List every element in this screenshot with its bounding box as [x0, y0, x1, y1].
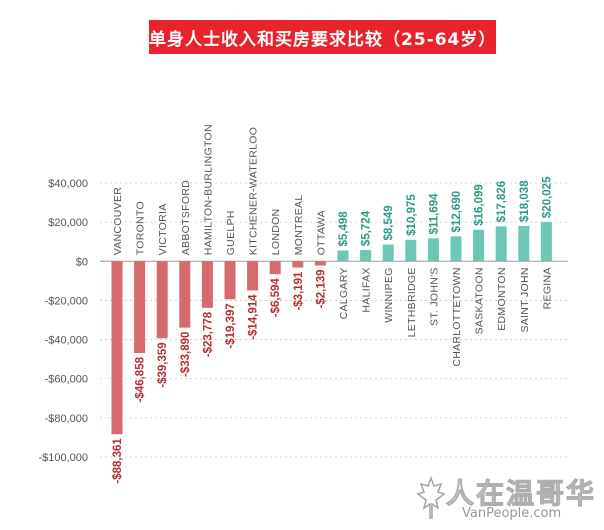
value-label: $17,826 [496, 181, 508, 223]
category-label: ST. JOHN'S [428, 267, 440, 326]
category-labels: VANCOUVER TORONTO VICTORIA ABBOTSFORD HAMILT… [112, 124, 553, 367]
value-label: $20,025 [541, 176, 553, 218]
value-label: $16,099 [474, 184, 486, 226]
y-tick-label: $0 [76, 256, 88, 268]
bar [360, 250, 372, 262]
value-label: $10,975 [406, 194, 418, 236]
value-label: $18,038 [519, 180, 531, 222]
bar [111, 261, 123, 435]
category-label: REGINA [541, 267, 553, 309]
bar [518, 225, 530, 262]
category-label: GUELPH [225, 210, 237, 255]
bar [495, 226, 507, 262]
value-label: -$3,191 [293, 271, 305, 311]
category-label: MONTREAL [293, 195, 305, 256]
bar [292, 261, 304, 268]
value-label: -$23,778 [202, 311, 214, 357]
watermark: 人在温哥华 VanPeople.com [416, 470, 596, 526]
category-label: CHARLOTTETOWN [451, 267, 463, 366]
y-tick-label: -$20,000 [45, 295, 88, 307]
bar [156, 261, 168, 339]
category-label: WINNIPEG [383, 267, 395, 322]
category-label: TORONTO [135, 201, 147, 255]
bar [473, 229, 485, 262]
bar [450, 236, 462, 262]
category-label: CALGARY [338, 267, 350, 319]
bar [382, 244, 394, 262]
bar [540, 222, 552, 262]
value-label: $8,549 [383, 205, 395, 240]
y-tick-label: $20,000 [48, 217, 88, 229]
category-label: EDMONTON [496, 267, 508, 330]
category-label: HALIFAX [361, 267, 373, 312]
value-labels: -$88,361 -$46,858 -$39,359 -$33,890 -$23,778… [112, 176, 553, 484]
category-label: LONDON [270, 209, 282, 256]
bar [134, 261, 146, 353]
category-label: KITCHENER-WATERLOO [248, 127, 260, 256]
category-label: VANCOUVER [112, 187, 124, 256]
value-label: $11,694 [428, 193, 440, 235]
value-label: -$14,914 [248, 294, 260, 340]
category-label: SASKATOON [474, 267, 486, 334]
category-label: VICTORIA [157, 203, 169, 255]
value-label: -$33,890 [180, 332, 192, 377]
category-label: HAMILTON-BURLINGTON [202, 124, 214, 255]
watermark-cn: 人在温哥华 [446, 477, 597, 511]
value-label: -$46,858 [135, 356, 147, 402]
value-label: $5,724 [361, 210, 373, 246]
y-tick-label: -$40,000 [45, 335, 88, 347]
value-label: -$19,397 [225, 303, 237, 348]
maple-leaf-logo-icon [416, 476, 446, 519]
value-label: $12,690 [451, 191, 463, 233]
bar [201, 261, 213, 308]
bar [247, 261, 259, 291]
value-label: -$88,361 [112, 438, 124, 484]
bar [314, 261, 326, 266]
bars [111, 222, 552, 435]
bar [337, 250, 349, 262]
watermark-en: VanPeople.com [462, 506, 562, 521]
y-tick-label: -$80,000 [45, 413, 88, 425]
category-label: LETHBRIDGE [406, 267, 418, 337]
bar [427, 238, 439, 262]
category-label: SAINT JOHN [519, 267, 531, 332]
y-tick-label: -$60,000 [45, 374, 88, 386]
category-label: OTTAWA [315, 210, 327, 255]
value-label: -$2,139 [315, 269, 327, 308]
chart-title: 单身人士收入和买房要求比较（25-64岁） [149, 20, 496, 54]
y-tick-label: -$100,000 [38, 452, 88, 464]
value-label: -$39,359 [157, 342, 169, 387]
value-label: -$6,594 [270, 278, 282, 318]
bar [405, 239, 417, 262]
bar [224, 261, 236, 300]
bar [269, 261, 281, 275]
y-tick-label: $40,000 [48, 178, 88, 190]
gridlines [100, 182, 568, 458]
bar [179, 261, 191, 328]
value-label: $5,498 [338, 211, 350, 247]
y-axis-ticks: $40,000 $20,000 $0 -$20,000 -$40,000 -$60,000… [38, 178, 88, 464]
category-label: ABBOTSFORD [180, 180, 192, 255]
